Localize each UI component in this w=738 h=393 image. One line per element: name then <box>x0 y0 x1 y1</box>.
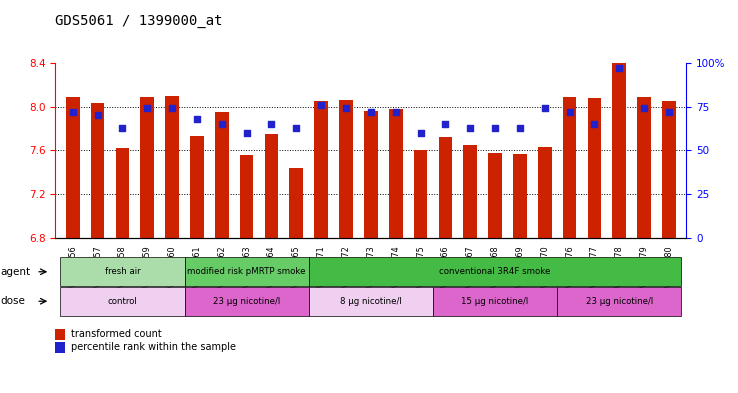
Bar <box>389 109 402 238</box>
Point <box>365 109 376 115</box>
Bar <box>638 97 651 238</box>
Point <box>613 65 625 71</box>
Bar <box>489 152 502 238</box>
Bar <box>513 154 527 238</box>
Text: modified risk pMRTP smoke: modified risk pMRTP smoke <box>187 267 306 276</box>
Bar <box>66 97 80 238</box>
Bar <box>414 151 427 238</box>
Point <box>92 112 103 119</box>
Point <box>191 116 203 122</box>
Point <box>315 102 327 108</box>
Point <box>539 105 551 112</box>
Bar <box>289 168 303 238</box>
Point <box>415 130 427 136</box>
Text: 23 μg nicotine/l: 23 μg nicotine/l <box>213 297 280 306</box>
Text: 8 μg nicotine/l: 8 μg nicotine/l <box>340 297 401 306</box>
Bar <box>538 147 551 238</box>
Bar <box>364 111 378 238</box>
Bar <box>563 97 576 238</box>
Bar <box>265 134 278 238</box>
Point <box>241 130 252 136</box>
Text: transformed count: transformed count <box>71 329 162 340</box>
Text: conventional 3R4F smoke: conventional 3R4F smoke <box>439 267 551 276</box>
Text: dose: dose <box>1 296 26 306</box>
Text: fresh air: fresh air <box>105 267 140 276</box>
Text: agent: agent <box>1 267 31 277</box>
Bar <box>339 100 353 238</box>
Point <box>663 109 675 115</box>
Point <box>514 125 525 131</box>
Point <box>340 105 352 112</box>
Text: GDS5061 / 1399000_at: GDS5061 / 1399000_at <box>55 14 223 28</box>
Bar <box>463 145 477 238</box>
Bar <box>190 136 204 238</box>
Point <box>439 121 451 127</box>
Point <box>117 125 128 131</box>
Point <box>67 109 79 115</box>
Bar <box>165 95 179 238</box>
Bar <box>240 155 253 238</box>
Bar <box>438 137 452 238</box>
Bar <box>662 101 676 238</box>
Point <box>390 109 401 115</box>
Bar <box>91 103 104 238</box>
Point <box>638 105 650 112</box>
Point <box>564 109 576 115</box>
Point <box>266 121 277 127</box>
Bar <box>215 112 229 238</box>
Text: percentile rank within the sample: percentile rank within the sample <box>71 342 236 353</box>
Point <box>588 121 600 127</box>
Text: control: control <box>108 297 137 306</box>
Bar <box>587 98 601 238</box>
Point <box>142 105 154 112</box>
Point <box>489 125 501 131</box>
Text: 15 μg nicotine/l: 15 μg nicotine/l <box>461 297 528 306</box>
Point <box>464 125 476 131</box>
Point <box>166 105 178 112</box>
Bar <box>613 63 626 238</box>
Point <box>291 125 303 131</box>
Bar <box>116 148 129 238</box>
Bar <box>314 101 328 238</box>
Point <box>216 121 228 127</box>
Text: 23 μg nicotine/l: 23 μg nicotine/l <box>586 297 653 306</box>
Bar <box>140 97 154 238</box>
